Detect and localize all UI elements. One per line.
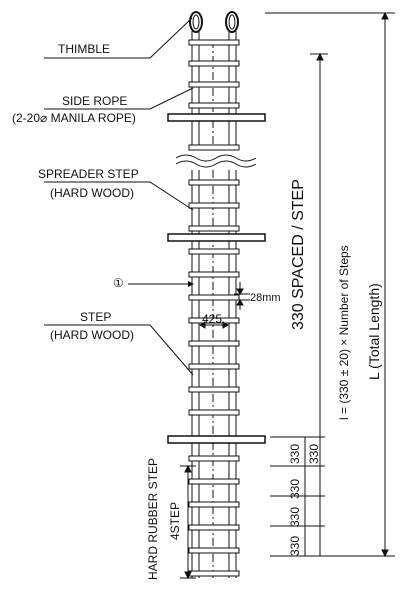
step-rung — [188, 179, 240, 186]
step-rung — [188, 60, 240, 67]
callout-number: ① — [113, 276, 124, 290]
steps-length-dimension — [310, 52, 328, 556]
step-rung — [188, 248, 240, 255]
spacing-label-top: 330 — [307, 443, 321, 464]
thimble-label: THIMBLE — [58, 42, 111, 56]
step-rung — [188, 570, 240, 577]
spacing-label-3: 330 — [288, 506, 302, 527]
step-rung — [188, 202, 240, 209]
step-rung — [188, 547, 240, 554]
step-label: STEP — [80, 310, 112, 324]
step-rung — [188, 271, 240, 278]
width-dimension — [199, 321, 229, 329]
steps — [188, 39, 240, 577]
hard-rubber-bracket — [180, 464, 196, 580]
step-rung — [188, 294, 240, 301]
total-length-label: L (Total Length) — [366, 283, 382, 380]
step-rung — [188, 363, 240, 370]
step-rung — [188, 524, 240, 531]
step-rung — [188, 501, 240, 508]
step-material: (HARD WOOD) — [50, 328, 134, 342]
side-rope-top — [191, 31, 237, 150]
step-rung — [188, 478, 240, 485]
gap-label: 28mm — [250, 292, 281, 304]
step-spacing-ticks — [270, 436, 325, 557]
spacing-label-2: 330 — [288, 478, 302, 499]
gap-dimension — [234, 282, 250, 310]
four-step-label: 4STEP — [168, 501, 182, 540]
step-rung — [188, 144, 240, 151]
spreader-step-3 — [167, 435, 266, 444]
spreader-step-1 — [167, 113, 266, 122]
thimble-right-icon — [225, 11, 239, 33]
break-lines — [175, 154, 257, 168]
step-rung — [188, 409, 240, 416]
step-rung — [188, 225, 240, 232]
side-rope-spec: (2-20⌀ MANILA ROPE) — [12, 111, 136, 125]
leader-lines — [44, 17, 194, 376]
thimble-left-icon — [189, 11, 203, 33]
step-rung — [188, 81, 240, 88]
formula-label: l = (330 ± 20) × Number of Steps — [337, 245, 351, 420]
spaced-label: 330 SPACED / STEP — [290, 179, 307, 330]
callout-arrow — [188, 281, 194, 287]
spreader-step-2 — [167, 233, 266, 242]
width-label: 425 — [202, 312, 223, 326]
step-rung — [188, 455, 240, 462]
spreader-step-material: (HARD WOOD) — [50, 186, 134, 200]
spacing-label-4: 330 — [288, 535, 302, 556]
step-rung — [188, 340, 240, 347]
step-rung — [188, 39, 240, 46]
side-rope-label: SIDE ROPE — [62, 94, 128, 108]
step-rung — [188, 317, 240, 324]
spreader-step-label: SPREADER STEP — [38, 167, 139, 181]
hard-rubber-step-label: HARD RUBBER STEP — [146, 457, 160, 580]
spacing-label-1: 330 — [288, 443, 302, 464]
step-rung — [188, 386, 240, 393]
step-rung — [188, 102, 240, 109]
